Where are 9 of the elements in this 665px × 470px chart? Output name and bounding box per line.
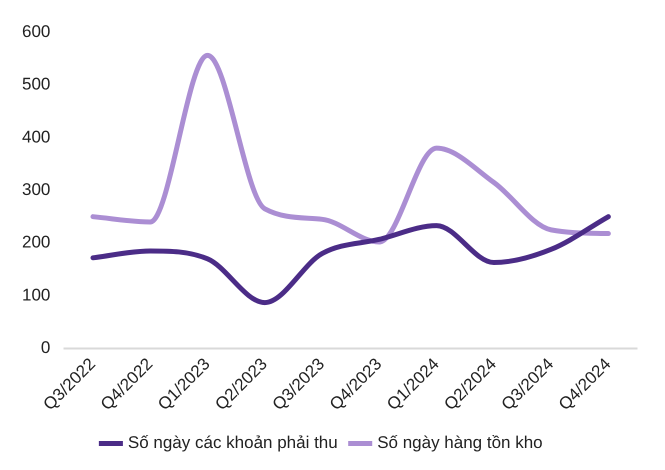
legend-label: Số ngày hàng tồn kho [377,433,543,452]
y-tick-label: 0 [40,338,50,358]
y-tick-label: 200 [22,232,50,252]
y-tick-label: 300 [22,180,50,200]
y-tick-label: 100 [22,285,50,304]
y-tick-label: 500 [22,74,50,94]
y-tick-label: 600 [22,22,50,41]
y-tick-label: 400 [22,127,50,146]
legend-label: Số ngày các khoản phải thu [128,433,338,452]
